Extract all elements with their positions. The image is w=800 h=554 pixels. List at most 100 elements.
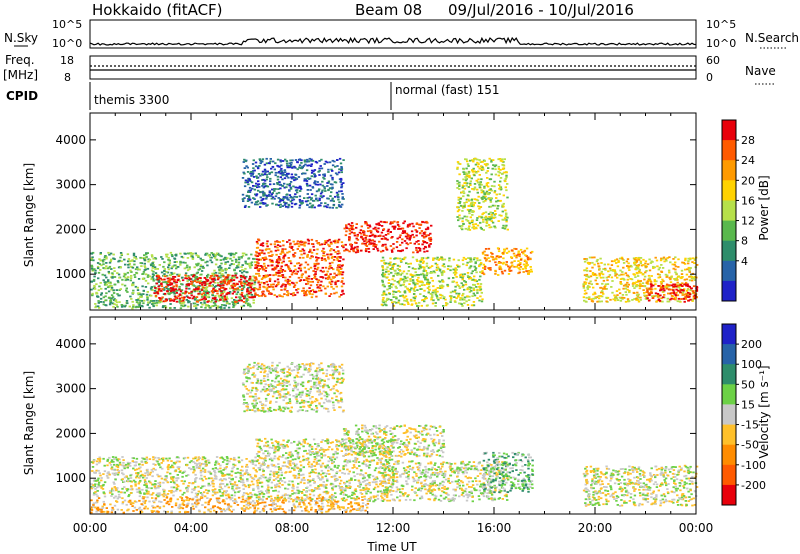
- nave-tick-top: 60: [706, 54, 720, 67]
- nsearch-tick-bottom: 10^0: [706, 37, 736, 50]
- power-colorbar: 28 24 20 16 12 8 4: [721, 119, 755, 302]
- y-tick-1000: 1000: [55, 471, 86, 485]
- freq-tick-bottom: 8: [64, 71, 71, 84]
- nsky-tick-bottom: 10^0: [52, 37, 82, 50]
- velocity-panel: 1000 2000 3000 4000 00:00 04:00 08:00 12:00 16:…: [22, 316, 771, 554]
- x-tick-label-3: 12:00: [376, 521, 411, 535]
- x-tick-label-4: 16:00: [477, 521, 512, 535]
- cpid-strip: CPID themis 3300 normal (fast) 151: [6, 82, 499, 110]
- colorbar-tick-2: 100: [741, 358, 762, 371]
- colorbar-swatch-8: [722, 464, 736, 486]
- y-tick-4000: 4000: [55, 337, 86, 351]
- colorbar-swatch-1: [722, 120, 736, 141]
- x-tick-label-1: 04:00: [174, 521, 209, 535]
- colorbar-tick-7: -100: [741, 459, 766, 472]
- y-tick-3000: 3000: [55, 178, 86, 192]
- colorbar-swatch-3: [722, 160, 736, 181]
- scatter-region-1: [90, 456, 257, 498]
- y-tick-2000: 2000: [55, 222, 86, 236]
- colorbar-tick-5: 12: [741, 215, 755, 228]
- colorbar-swatch-8: [722, 260, 736, 282]
- scatter-region-4: [90, 496, 370, 514]
- colorbar-tick-3: 50: [741, 378, 755, 391]
- scatter-region-2: [153, 274, 257, 303]
- scatter-region-3: [342, 424, 446, 458]
- colorbar-swatch-3: [722, 364, 736, 385]
- colorbar-tick-1: 200: [741, 338, 762, 351]
- nsearch-label: N.Search: [745, 31, 799, 45]
- nave-tick-bottom: 0: [706, 71, 713, 84]
- y-tick-2000: 2000: [55, 426, 86, 440]
- freq-label: Freq.: [5, 53, 35, 67]
- scatter-region-3: [254, 238, 345, 299]
- velocity-ylabel: Slant Range [km]: [22, 371, 36, 475]
- y-tick-3000: 3000: [55, 382, 86, 396]
- x-tick-label-6: 00:00: [679, 521, 714, 535]
- colorbar-swatch-6: [722, 424, 736, 446]
- colorbar-swatch-7: [722, 444, 736, 466]
- scatter-region-8: [241, 361, 345, 413]
- scatter-region-6: [380, 256, 484, 307]
- freq-tick-top: 18: [60, 54, 74, 67]
- colorbar-tick-6: -50: [741, 439, 759, 452]
- colorbar-swatch-2: [722, 140, 736, 161]
- colorbar-swatch-1: [722, 324, 736, 345]
- colorbar-tick-3: 20: [741, 174, 755, 187]
- colorbar-swatch-6: [722, 220, 736, 242]
- x-tick-label-5: 20:00: [578, 521, 613, 535]
- velocity-colorbar: 200 100 50 15 -15 -50 -100 -200: [721, 323, 766, 506]
- colorbar-tick-4: 16: [741, 194, 755, 207]
- power-x-ticks: [89, 113, 697, 310]
- colorbar-swatch-2: [722, 344, 736, 365]
- freq-panel: Freq. [MHz] 18 8 60 0 Nave: [3, 53, 776, 85]
- scatter-region-1: [90, 251, 257, 310]
- nave-label: Nave: [745, 64, 776, 78]
- scatter-region-4: [343, 220, 433, 254]
- velocity-colorbar-label: Velocity [m s⁻¹]: [757, 365, 771, 458]
- colorbar-swatch-5: [722, 404, 736, 425]
- y-tick-1000: 1000: [55, 267, 86, 281]
- y-tick-4000: 4000: [55, 133, 86, 147]
- x-axis-label: Time UT: [366, 540, 417, 554]
- freq-unit: [MHz]: [3, 68, 38, 82]
- cpid-label: CPID: [6, 89, 38, 103]
- power-colorbar-label: Power [dB]: [757, 175, 771, 240]
- colorbar-tick-5: -15: [741, 419, 759, 432]
- colorbar-tick-8: -200: [741, 479, 766, 492]
- colorbar-swatch-9: [722, 484, 736, 506]
- colorbar-tick-1: 28: [741, 134, 755, 147]
- velocity-x-axis: 00:00 04:00 08:00 12:00 16:00 20:00 00:00: [73, 317, 714, 535]
- scatter-region-5: [241, 157, 345, 209]
- power-panel: 1000 2000 3000 4000 Slant Range [km] 28 24 20…: [22, 112, 771, 311]
- colorbar-tick-4: 15: [741, 398, 755, 411]
- date-range-title: 09/Jul/2016 - 10/Jul/2016: [448, 1, 634, 19]
- power-ylabel: Slant Range [km]: [22, 163, 36, 267]
- x-tick-label-0: 00:00: [73, 521, 108, 535]
- colorbar-swatch-4: [722, 384, 736, 405]
- scatter-region-9: [582, 256, 699, 303]
- scatter-region-8: [481, 247, 534, 276]
- scatter-region-2: [254, 437, 395, 503]
- power-scatter: [90, 157, 699, 310]
- nsky-trace: [89, 36, 697, 46]
- power-y-axis: 1000 2000 3000 4000: [55, 133, 696, 281]
- velocity-scatter: [90, 361, 699, 514]
- colorbar-swatch-4: [722, 180, 736, 201]
- scatter-region-7: [456, 157, 509, 231]
- cpid-segment-1: themis 3300: [94, 93, 169, 107]
- station-title: Hokkaido (fitACF): [92, 1, 223, 19]
- scatter-region-5: [380, 460, 509, 503]
- scatter-region-10: [646, 283, 699, 303]
- velocity-y-axis: 1000 2000 3000 4000: [55, 337, 696, 485]
- colorbar-tick-6: 8: [741, 235, 748, 248]
- beam-title: Beam 08: [355, 1, 422, 19]
- nsky-panel: N.Sky 10^5 10^0 10^5 10^0 N.Search: [4, 18, 799, 50]
- nsky-tick-top: 10^5: [52, 18, 82, 31]
- x-tick-label-2: 08:00: [275, 521, 310, 535]
- colorbar-tick-2: 24: [741, 154, 755, 167]
- nsky-label: N.Sky: [4, 31, 38, 45]
- cpid-segment-2: normal (fast) 151: [395, 83, 499, 97]
- nsearch-tick-top: 10^5: [706, 18, 736, 31]
- scatter-region-7: [582, 464, 699, 507]
